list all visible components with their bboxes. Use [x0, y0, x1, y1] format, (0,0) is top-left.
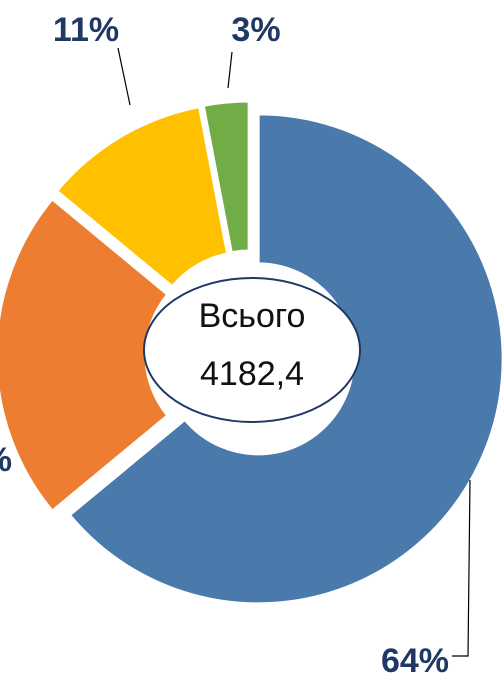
data-label: 3%	[231, 11, 280, 49]
data-label: 64%	[381, 642, 449, 680]
data-label: 22%	[0, 441, 12, 479]
leader-line	[227, 51, 233, 89]
leader-line	[117, 47, 131, 106]
center-value: 4182,4	[200, 355, 304, 393]
slice	[0, 196, 170, 514]
slice	[54, 104, 230, 289]
leader-line	[452, 479, 471, 657]
center-ellipse	[143, 277, 361, 423]
slice	[201, 99, 251, 255]
data-label: 11%	[53, 11, 119, 49]
center-label: Всього	[199, 297, 306, 335]
